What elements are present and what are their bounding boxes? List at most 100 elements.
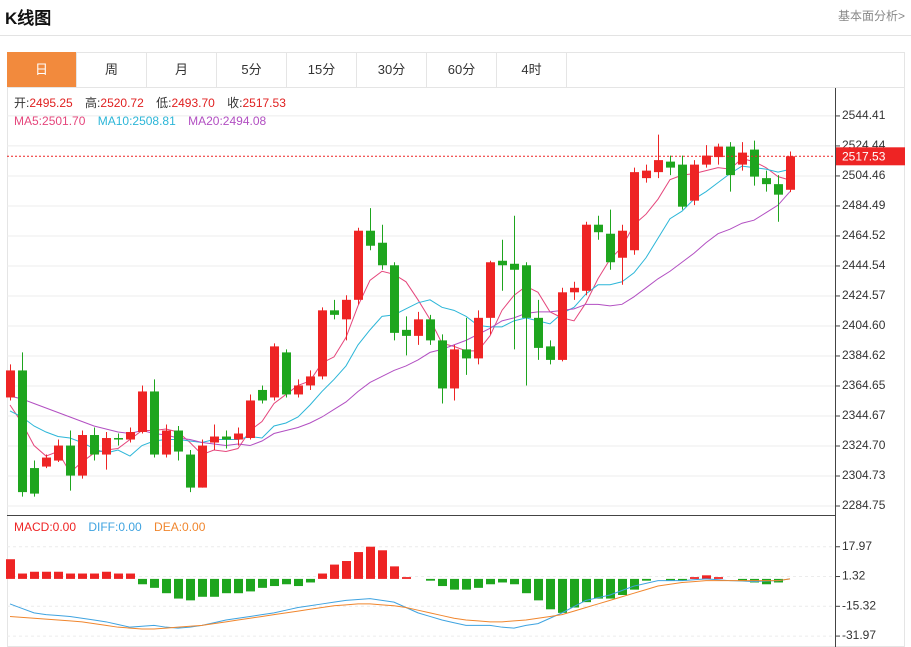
candle-body bbox=[270, 346, 279, 398]
legend-value: 2501.70 bbox=[42, 114, 86, 128]
legend-value: 0.00 bbox=[182, 520, 206, 534]
legend-value: 2494.08 bbox=[223, 114, 267, 128]
candle-body bbox=[690, 164, 699, 201]
candle-body bbox=[726, 146, 735, 176]
legend-name: 收: bbox=[227, 96, 242, 110]
candle-body bbox=[66, 445, 75, 476]
macd-bar bbox=[450, 578, 459, 590]
tab[interactable]: 15分 bbox=[287, 52, 357, 87]
legend-value: 2517.53 bbox=[242, 96, 286, 110]
macd-bar bbox=[534, 578, 543, 601]
macd-bar bbox=[90, 573, 99, 579]
y-tick-label: 2504.46 bbox=[842, 168, 886, 182]
candle-body bbox=[786, 156, 795, 190]
tabs: 日周月 5分 15分 30分 60分 4时 bbox=[7, 52, 567, 87]
macd-bar bbox=[690, 577, 699, 579]
y-tick-label: 2284.75 bbox=[842, 498, 886, 512]
candle-body bbox=[426, 319, 435, 341]
candle-body bbox=[750, 149, 759, 177]
candle-body bbox=[546, 346, 555, 360]
candle-body bbox=[582, 224, 591, 291]
tab[interactable]: 日 bbox=[7, 52, 77, 87]
macd-bar bbox=[6, 559, 15, 579]
tab[interactable]: 60分 bbox=[427, 52, 497, 87]
tab[interactable]: 周 bbox=[77, 52, 147, 87]
candle-body bbox=[42, 457, 51, 467]
macd-bar bbox=[366, 546, 375, 579]
legend-item: MACD:0.00 bbox=[14, 520, 76, 534]
legend-item: DIFF:0.00 bbox=[88, 520, 142, 534]
candle-body bbox=[522, 265, 531, 318]
macd-bar bbox=[486, 578, 495, 585]
candle-body bbox=[114, 438, 123, 440]
macd-bar bbox=[138, 578, 147, 585]
candle-body bbox=[666, 161, 675, 168]
candle-body bbox=[402, 329, 411, 336]
macd-bar bbox=[330, 564, 339, 579]
candle-body bbox=[738, 152, 747, 165]
macd-bar bbox=[378, 550, 387, 579]
candle-body bbox=[294, 385, 303, 395]
macd-bar bbox=[102, 571, 111, 579]
legend-name: MA5: bbox=[14, 114, 42, 128]
fundamental-link[interactable]: 基本面分析> bbox=[837, 9, 905, 23]
candle-body bbox=[450, 349, 459, 389]
header-rule bbox=[0, 35, 911, 36]
macd-bar bbox=[342, 561, 351, 579]
legend-item: 高:2520.72 bbox=[85, 95, 144, 110]
candle-body bbox=[126, 432, 135, 440]
legend-value: 2508.81 bbox=[132, 114, 176, 128]
candle-body bbox=[606, 233, 615, 263]
legend-name: MACD: bbox=[14, 520, 53, 534]
candle-body bbox=[354, 230, 363, 300]
y-tick-label: 1.32 bbox=[842, 569, 866, 583]
macd-bar bbox=[246, 578, 255, 592]
macd-bar bbox=[498, 578, 507, 583]
candle-body bbox=[342, 299, 351, 320]
candle-body bbox=[630, 172, 639, 251]
candle-body bbox=[390, 265, 399, 333]
candle-body bbox=[774, 184, 783, 195]
macd-bar bbox=[702, 575, 711, 579]
y-tick-label: 2324.70 bbox=[842, 438, 886, 452]
candle-body bbox=[30, 468, 39, 494]
candle-body bbox=[558, 292, 567, 360]
macd-bar bbox=[462, 578, 471, 590]
y-tick-label: 2484.49 bbox=[842, 198, 886, 212]
macd-bar bbox=[282, 578, 291, 585]
macd-bar bbox=[558, 578, 567, 613]
tab[interactable]: 5分 bbox=[217, 52, 287, 87]
macd-bar bbox=[174, 578, 183, 599]
candle-body bbox=[678, 164, 687, 207]
y-tick-label: 2404.60 bbox=[842, 318, 886, 332]
macd-bar bbox=[18, 573, 27, 579]
candle-body bbox=[174, 430, 183, 452]
macd-bar bbox=[66, 573, 75, 579]
candle-body bbox=[90, 435, 99, 455]
macd-bar bbox=[762, 578, 771, 585]
tab[interactable]: 月 bbox=[147, 52, 217, 87]
legend-name: 低: bbox=[156, 96, 171, 110]
macd-line bbox=[9, 578, 791, 629]
candle-body bbox=[486, 262, 495, 318]
legend-name: MA10: bbox=[98, 114, 133, 128]
candle-body bbox=[714, 146, 723, 158]
macd-bar bbox=[42, 571, 51, 579]
macd-bar bbox=[30, 571, 39, 579]
legend-item: 收:2517.53 bbox=[227, 96, 286, 110]
ma-line bbox=[9, 191, 791, 447]
y-tick-label: -31.97 bbox=[842, 628, 876, 642]
macd-bar bbox=[402, 577, 411, 579]
candle-body bbox=[138, 391, 147, 433]
tab[interactable]: 4时 bbox=[497, 52, 567, 87]
macd-bar bbox=[582, 578, 591, 603]
candle-body bbox=[318, 310, 327, 377]
legend-item: MA5:2501.70 bbox=[14, 114, 86, 128]
candle-body bbox=[642, 170, 651, 179]
candle-body bbox=[762, 178, 771, 185]
tab[interactable]: 30分 bbox=[357, 52, 427, 87]
candle-body bbox=[594, 224, 603, 233]
legend-item: MA10:2508.81 bbox=[98, 114, 176, 128]
macd-bar bbox=[234, 578, 243, 594]
macd-bar bbox=[510, 578, 519, 585]
